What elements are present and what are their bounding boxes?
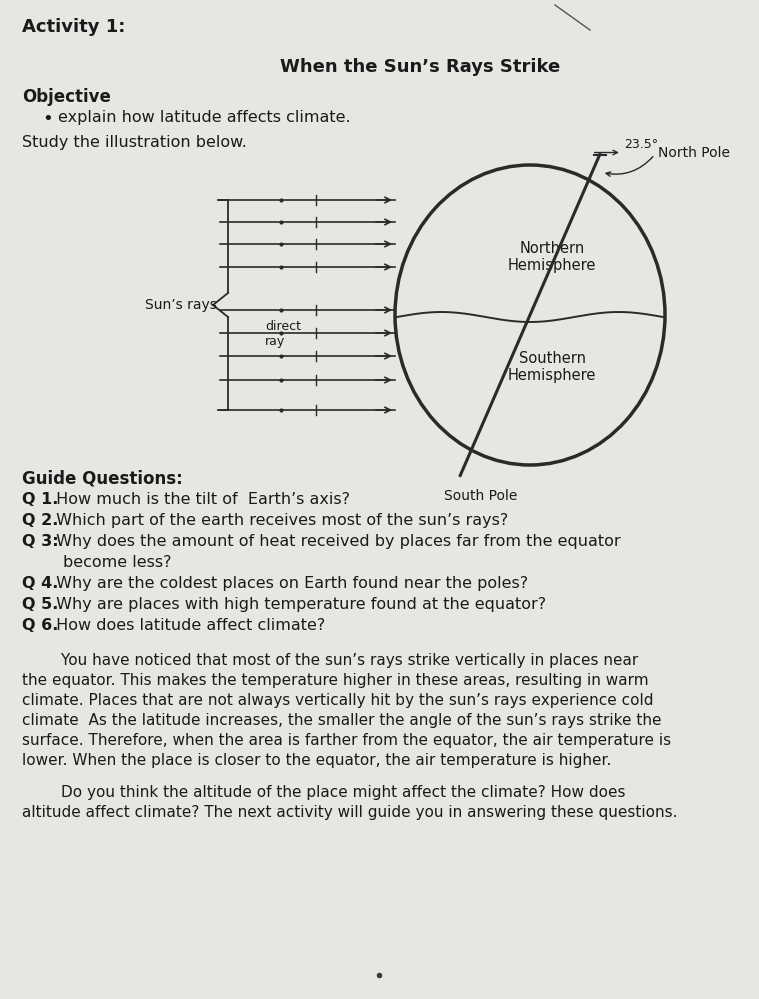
Text: surface. Therefore, when the area is farther from the equator, the air temperatu: surface. Therefore, when the area is far… — [22, 733, 671, 748]
Text: When the Sun’s Rays Strike: When the Sun’s Rays Strike — [280, 58, 560, 76]
Text: the equator. This makes the temperature higher in these areas, resulting in warm: the equator. This makes the temperature … — [22, 673, 649, 688]
Text: You have noticed that most of the sun’s rays strike vertically in places near: You have noticed that most of the sun’s … — [22, 653, 638, 668]
Text: Q 4.: Q 4. — [22, 576, 58, 591]
Text: Q 6.: Q 6. — [22, 618, 58, 633]
Text: •: • — [42, 110, 52, 128]
Text: How does latitude affect climate?: How does latitude affect climate? — [51, 618, 325, 633]
Text: Southern
Hemisphere: Southern Hemisphere — [508, 351, 596, 384]
Text: 23.5°: 23.5° — [624, 138, 658, 151]
Text: Why are places with high temperature found at the equator?: Why are places with high temperature fou… — [51, 597, 546, 612]
Text: Activity 1:: Activity 1: — [22, 18, 125, 36]
Text: Guide Questions:: Guide Questions: — [22, 470, 183, 488]
Text: Do you think the altitude of the place might affect the climate? How does: Do you think the altitude of the place m… — [22, 785, 625, 800]
Text: Objective: Objective — [22, 88, 111, 106]
Text: climate  As the latitude increases, the smaller the angle of the sun’s rays stri: climate As the latitude increases, the s… — [22, 713, 662, 728]
Text: Study the illustration below.: Study the illustration below. — [22, 135, 247, 150]
Text: climate. Places that are not always vertically hit by the sun’s rays experience : climate. Places that are not always vert… — [22, 693, 653, 708]
Text: become less?: become less? — [22, 555, 172, 570]
Text: Q 1.: Q 1. — [22, 492, 58, 507]
Text: explain how latitude affects climate.: explain how latitude affects climate. — [58, 110, 351, 125]
Text: Northern
Hemisphere: Northern Hemisphere — [508, 241, 596, 273]
Text: Q 2.: Q 2. — [22, 513, 58, 528]
Text: How much is the tilt of  Earth’s axis?: How much is the tilt of Earth’s axis? — [51, 492, 350, 507]
Text: South Pole: South Pole — [443, 490, 517, 503]
Text: direct
ray: direct ray — [265, 320, 301, 348]
Text: North Pole: North Pole — [658, 146, 730, 160]
Text: Sun’s rays: Sun’s rays — [145, 298, 217, 312]
Text: Why are the coldest places on Earth found near the poles?: Why are the coldest places on Earth foun… — [51, 576, 528, 591]
Text: Which part of the earth receives most of the sun’s rays?: Which part of the earth receives most of… — [51, 513, 508, 528]
Text: altitude affect climate? The next activity will guide you in answering these que: altitude affect climate? The next activi… — [22, 805, 678, 820]
Text: Why does the amount of heat received by places far from the equator: Why does the amount of heat received by … — [51, 534, 620, 549]
Text: Q 3:: Q 3: — [22, 534, 58, 549]
Text: Q 5.: Q 5. — [22, 597, 58, 612]
Text: lower. When the place is closer to the equator, the air temperature is higher.: lower. When the place is closer to the e… — [22, 753, 612, 768]
